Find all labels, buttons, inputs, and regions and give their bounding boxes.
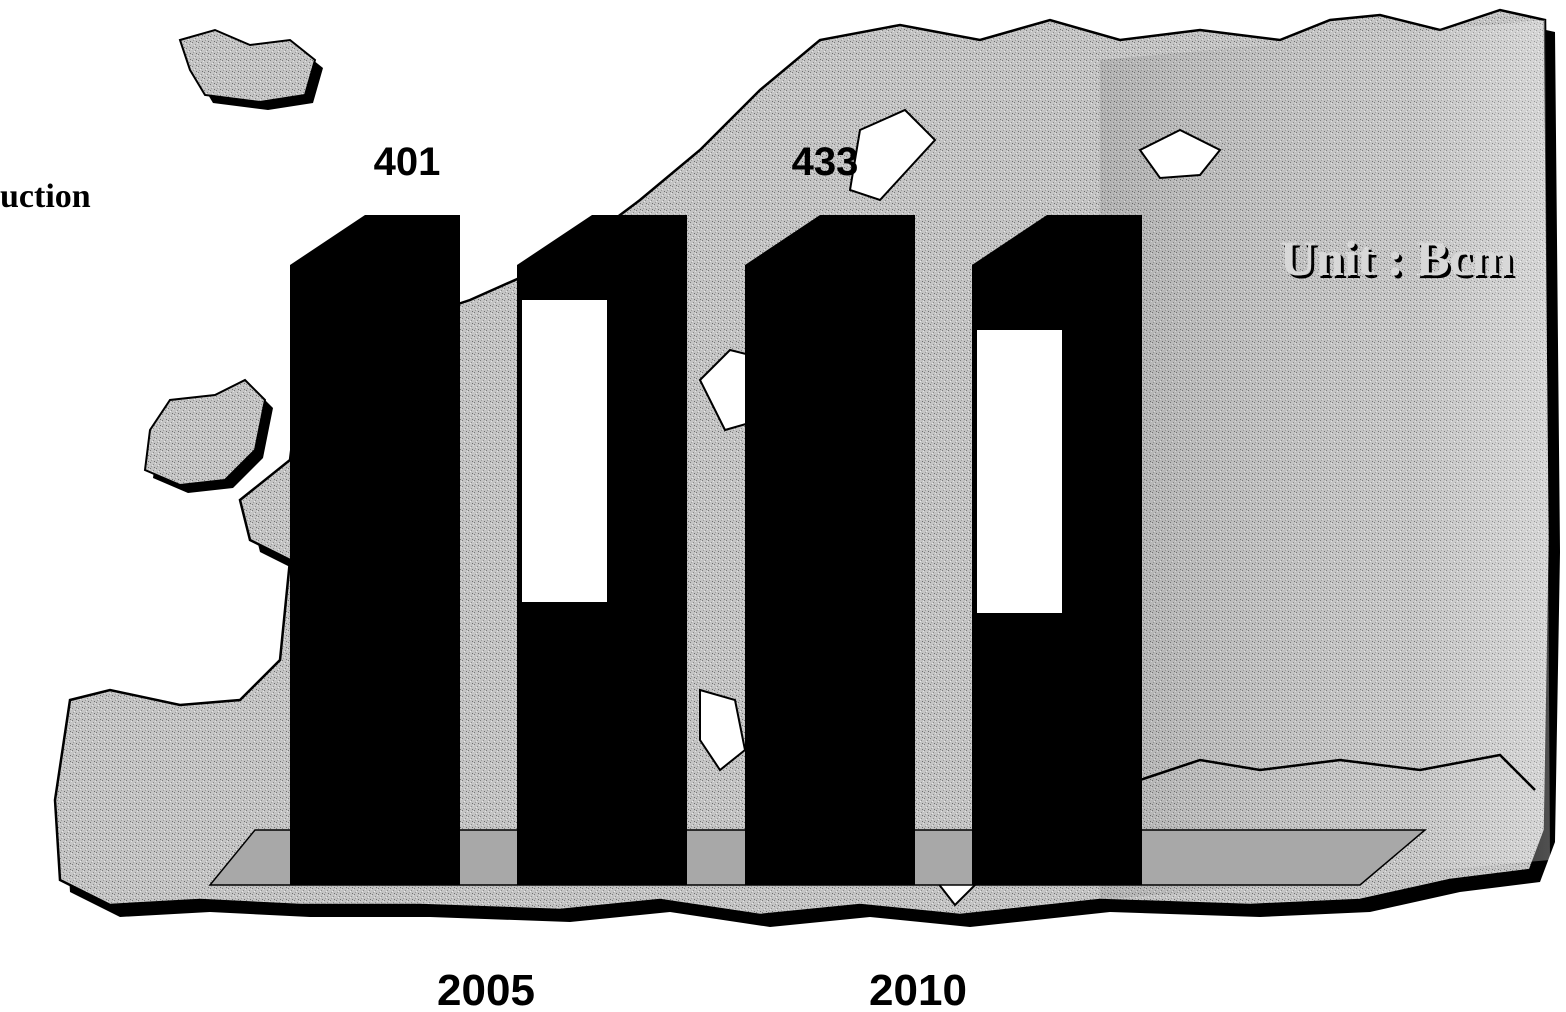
bar-2005-series-1-top (290, 215, 460, 265)
bar-2010-series-2-panel (977, 330, 1062, 613)
white-sea (1138, 128, 1222, 180)
unit-label-shadow: Unit : Bcm (1283, 233, 1516, 289)
legend-fragment-text: uction (0, 178, 91, 215)
bars-group (290, 215, 1142, 885)
bar-2010-series-1 (745, 265, 915, 885)
unit-label: Unit : Bcm (1280, 230, 1513, 286)
southern-coastline (1139, 753, 1536, 791)
category-label-2010: 2010 (869, 966, 967, 1012)
gulf-of-bothnia (848, 108, 937, 202)
category-label-2005: 2005 (437, 966, 535, 1012)
bar-2010-series-2-top (972, 215, 1142, 265)
data-label-2005: 401 (374, 140, 441, 184)
data-label-2010: 433 (792, 140, 859, 184)
bar-2010-series-1-top (745, 215, 915, 265)
bar-2005-series-2-top (517, 215, 687, 265)
bar-2005-series-2-panel (522, 300, 607, 602)
adriatic-sea (699, 688, 747, 772)
bar-2005-series-1 (290, 265, 460, 885)
